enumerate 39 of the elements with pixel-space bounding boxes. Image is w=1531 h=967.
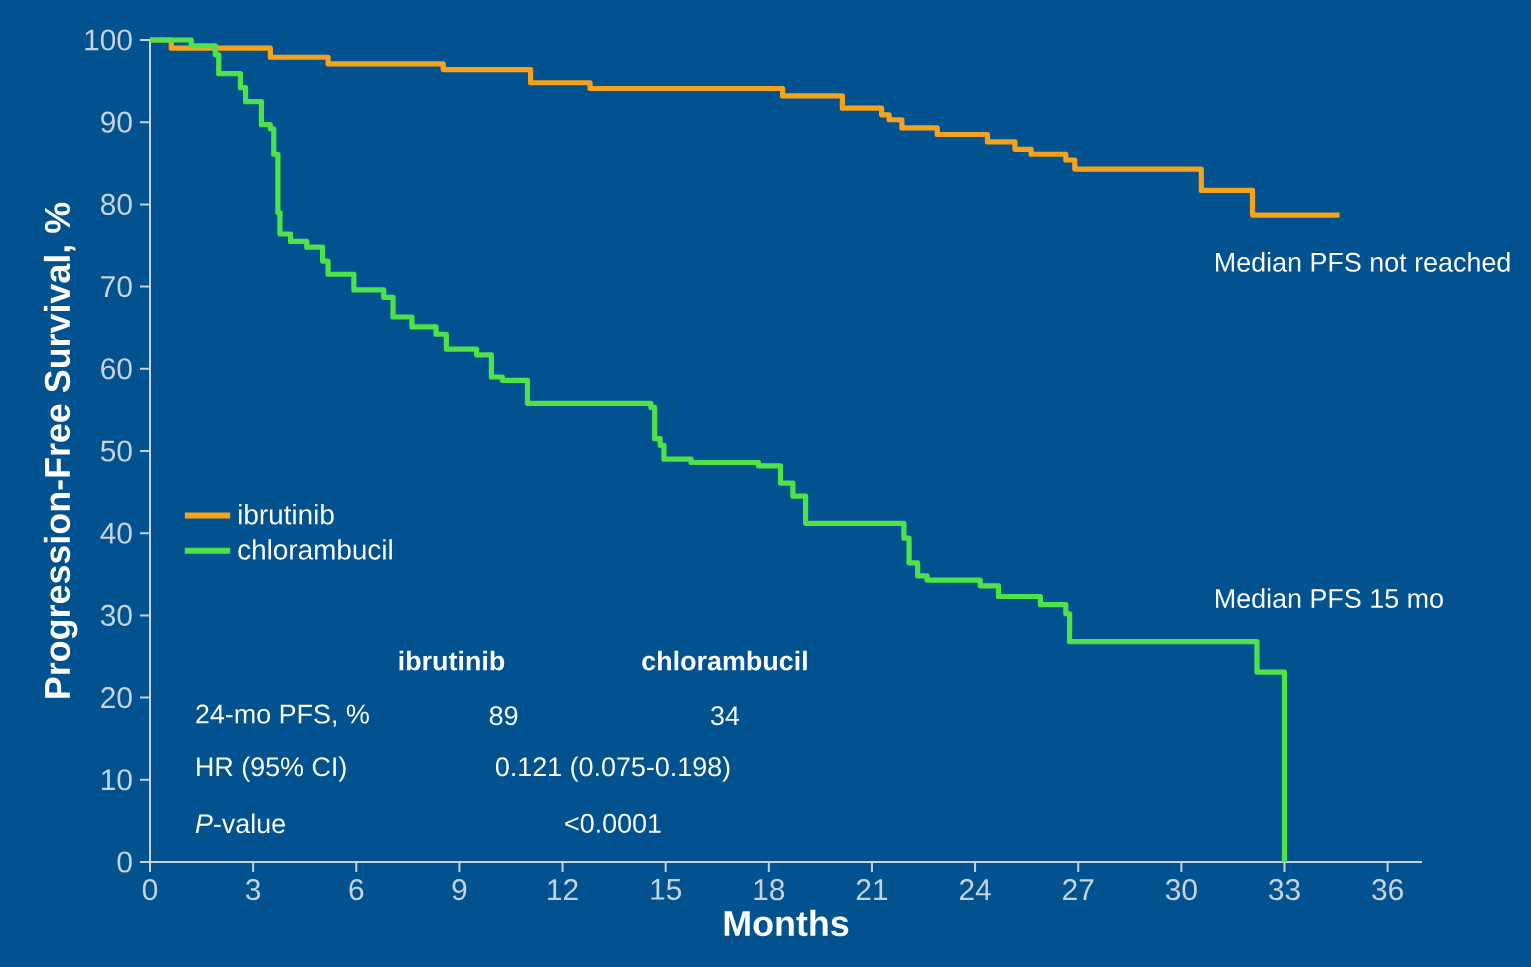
x-tick-label: 21 [856,879,888,900]
x-tick-label: 15 [651,879,682,900]
x-tick-label: 27 [1063,879,1094,900]
y-tick-label: 70 [101,276,132,298]
annotation: chlorambucil [642,650,807,671]
y-tick-label: 60 [101,358,132,380]
y-tick-label: 30 [100,604,132,626]
x-tick-label: 6 [349,879,364,901]
annotation: <0.0001 [565,813,661,833]
annotation: ibrutinib [399,650,505,671]
legend-label: ibrutinib [239,504,334,525]
x-tick-label: 0 [142,879,158,901]
annotation: 0.121 (0.075-0.198) [495,756,730,782]
y-axis-title: Progression-Free Survival, % [43,202,78,698]
x-tick-label: 24 [959,879,991,900]
x-tick-label: 3 [245,879,261,901]
y-tick-label: 40 [100,522,132,544]
x-tick-label: 9 [452,879,467,901]
x-tick-label: 18 [754,879,785,901]
legend-label: chlorambucil [238,539,392,560]
y-tick-label: 50 [100,440,132,462]
x-tick-label: 36 [1372,879,1403,901]
y-tick-label: 90 [101,111,132,133]
annotation: 34 [711,706,740,726]
y-tick-label: 20 [101,687,132,709]
x-axis-title: Months [724,909,849,937]
annotation: Median PFS 15 mo [1216,588,1443,608]
x-tick-label: 30 [1165,879,1197,901]
y-tick-label: 10 [102,769,132,791]
x-tick-label: 12 [548,879,578,900]
y-tick-label: 0 [117,851,132,873]
annotation: P-value [195,813,285,834]
annotation: 24-mo PFS, % [196,704,369,727]
annotation: HR (95% CI) [197,756,346,782]
y-tick-label: 80 [101,193,132,215]
annotation: 89 [489,706,518,726]
y-tick-label: 100 [85,29,132,51]
x-tick-label: 33 [1269,879,1300,901]
annotation: Median PFS not reached [1216,252,1510,272]
